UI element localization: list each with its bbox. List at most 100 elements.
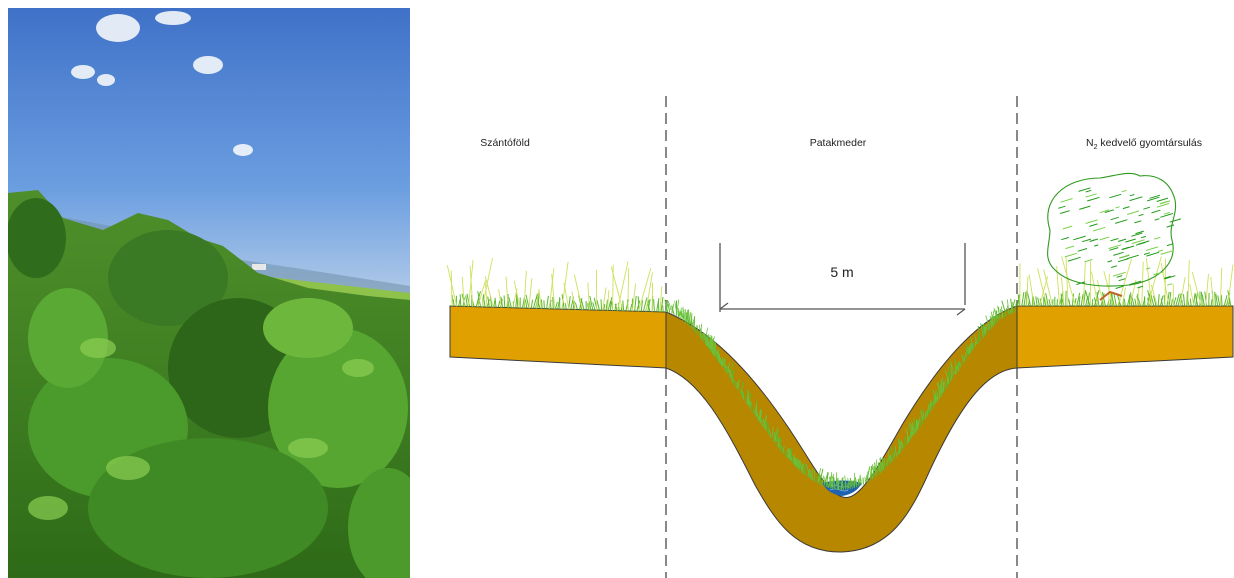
grass-blade <box>847 478 850 488</box>
grass-blade <box>499 298 503 308</box>
grass-blade <box>809 470 812 480</box>
grass-blade <box>596 299 600 311</box>
grass-blade <box>1187 260 1190 307</box>
shrub-leaf <box>1137 240 1150 245</box>
grass-blade <box>727 366 731 378</box>
grass-blade <box>1048 299 1051 307</box>
grass-blade <box>694 326 697 334</box>
grass-blade <box>878 462 880 472</box>
grass-blade <box>563 282 570 310</box>
grass-blade <box>603 304 606 311</box>
grass-blade <box>866 467 871 480</box>
grass-blade <box>883 458 886 469</box>
shrub-leaf <box>1131 232 1143 237</box>
grass-blade <box>747 394 751 406</box>
grass-blade <box>821 475 824 486</box>
zone-label-arable-field: Szántóföld <box>480 137 530 149</box>
grass-blade <box>1021 291 1025 307</box>
grass-blade <box>777 440 780 448</box>
shrub-leaf <box>1085 193 1097 198</box>
shrub-leaf <box>1154 236 1161 240</box>
grass-blade <box>1201 294 1205 307</box>
grass-blade <box>693 316 696 332</box>
grass-blade <box>459 294 462 307</box>
shrub-leaf <box>1135 230 1144 235</box>
grass-blade <box>561 261 569 310</box>
grass-blade <box>806 464 811 478</box>
shrub-leaf <box>1111 265 1118 268</box>
grass-layer <box>451 289 1232 491</box>
grass-blade <box>1026 276 1029 307</box>
grass-blade <box>458 299 461 307</box>
field-soil-right <box>1016 305 1234 369</box>
grass-blade <box>1210 276 1215 307</box>
grass-blade <box>826 481 829 488</box>
grass-blade <box>683 309 686 322</box>
grass-blade <box>795 457 799 469</box>
grass-blade <box>876 459 878 473</box>
dimension-arrow-left <box>719 302 729 310</box>
shrub-leaf <box>1160 213 1174 218</box>
grass-blade <box>981 326 984 338</box>
grass-blade <box>872 464 876 477</box>
grass-blade <box>726 366 729 375</box>
grass-blade <box>686 312 691 327</box>
grass-blade <box>977 325 981 342</box>
grass-blade <box>681 311 683 318</box>
grass-blade <box>1035 296 1038 307</box>
grass-blade <box>674 300 678 315</box>
shrub-leaf <box>1122 206 1130 210</box>
grass-blade <box>617 302 620 311</box>
grass-blade <box>916 420 919 429</box>
grass-blade <box>908 422 914 435</box>
grass-blade <box>740 388 744 400</box>
grass-blade <box>1131 296 1135 307</box>
grass-blade <box>1056 266 1060 307</box>
grass-blade <box>536 296 541 309</box>
grass-blade <box>1037 268 1048 307</box>
grass-blade <box>1043 269 1053 307</box>
grass-blade <box>1014 302 1017 313</box>
grass-blade <box>1201 291 1203 307</box>
grass-blade <box>739 382 744 395</box>
grass-blade <box>1087 292 1090 307</box>
grass-blade <box>729 369 734 383</box>
grass-blade <box>507 300 510 308</box>
shrub-leaf <box>1118 278 1126 282</box>
grass-blade <box>1096 292 1100 307</box>
shrub-leaf <box>1164 275 1176 280</box>
grass-blade <box>554 301 558 310</box>
grass-blade <box>933 394 937 405</box>
grass-blade <box>1093 297 1098 307</box>
grass-blade <box>1007 299 1010 313</box>
grass-blade <box>1060 276 1065 307</box>
grass-blade <box>497 300 501 308</box>
grass-blade <box>1189 284 1195 307</box>
grass-blade <box>873 465 877 476</box>
grass-blade <box>716 349 721 364</box>
grass-blade <box>1177 293 1182 307</box>
grass-blade <box>732 370 735 385</box>
shrub-stem <box>1099 290 1123 301</box>
grass-blade <box>850 480 852 486</box>
grass-blade <box>1103 271 1114 307</box>
grass-blade <box>724 358 726 369</box>
shrub-leaf <box>1163 275 1171 279</box>
grass-blade <box>1147 256 1162 307</box>
grass-blade <box>718 354 723 365</box>
grass-blade <box>1134 298 1137 307</box>
grass-blade <box>811 468 813 480</box>
grass-blade <box>634 295 637 312</box>
grass-blade <box>645 272 653 312</box>
shrub-leaf <box>1121 189 1127 193</box>
grass-blade <box>746 396 748 404</box>
grass-blade <box>524 299 528 309</box>
grass-blade <box>1017 294 1021 307</box>
grass-blade <box>508 297 512 308</box>
grass-blade <box>602 287 607 311</box>
grass-blade <box>477 279 486 307</box>
shrub-leaf <box>1128 280 1142 286</box>
grass-blade <box>513 280 521 308</box>
shrub-leaf <box>1099 209 1110 214</box>
shrub-leaf <box>1143 252 1151 255</box>
